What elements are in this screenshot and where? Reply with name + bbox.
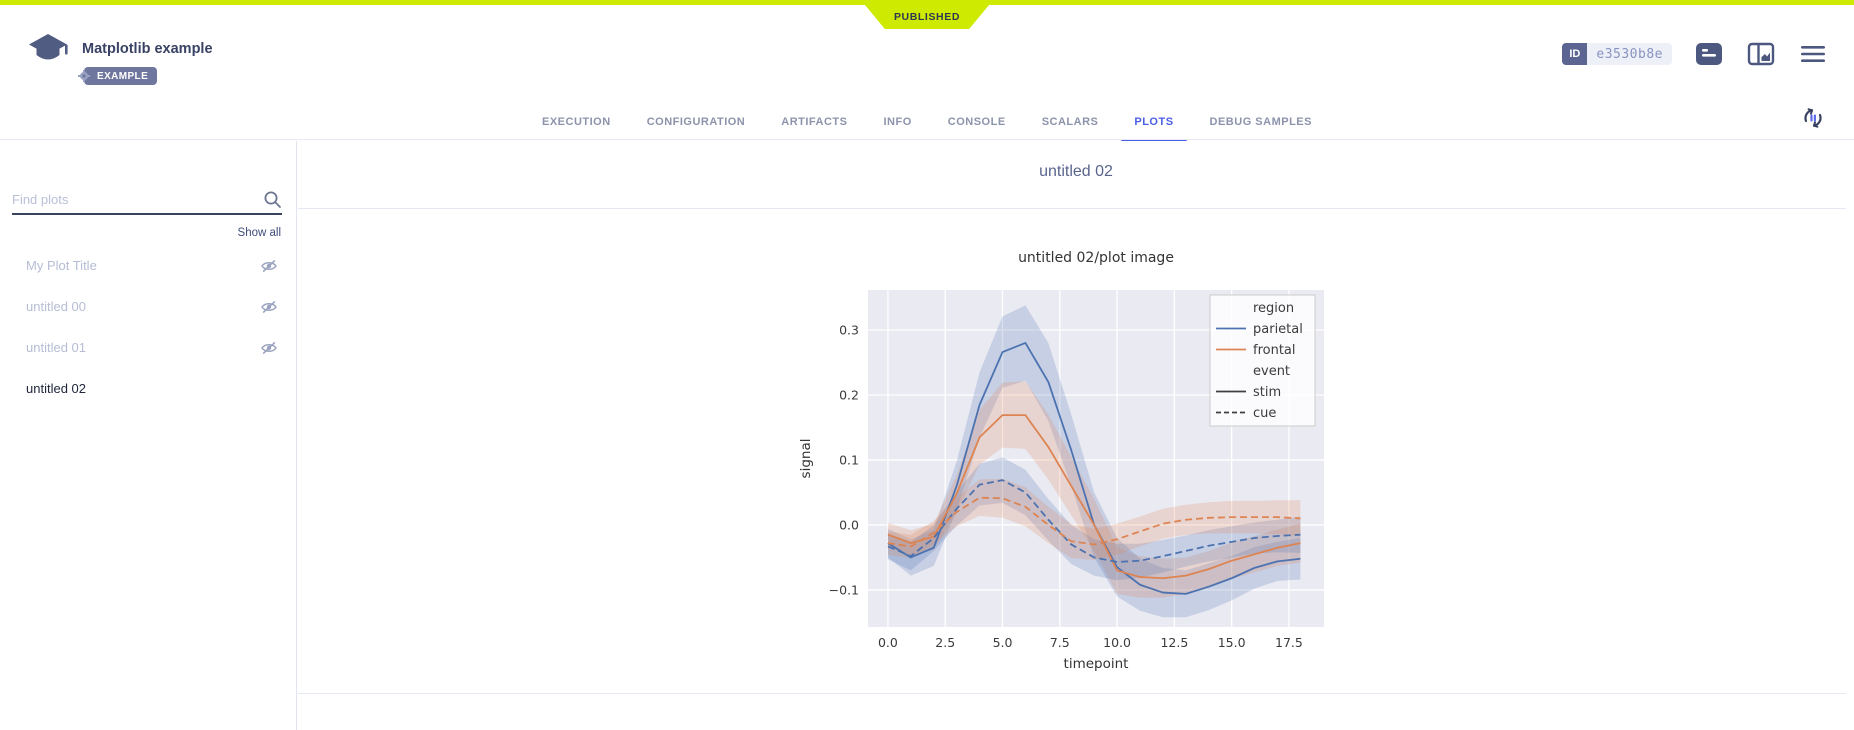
plot-item-label: untitled 02 — [26, 381, 86, 396]
svg-text:−0.1: −0.1 — [829, 582, 859, 597]
svg-text:cue: cue — [1253, 406, 1276, 421]
show-all-link[interactable]: Show all — [237, 227, 281, 239]
svg-text:region: region — [1253, 301, 1294, 316]
plot-legend: region parietal frontal event stim cue — [1209, 294, 1316, 427]
confidence-bands — [887, 305, 1301, 618]
axis-ticks: 0.0 2.5 5.0 7.5 10.0 12.5 15.0 17.5 0.3 0.2 0.1 0.0… — [829, 322, 1303, 650]
tab-artifacts[interactable]: ARTIFACTS — [781, 115, 848, 128]
svg-text:signal: signal — [798, 439, 814, 479]
svg-text:0.0: 0.0 — [839, 517, 859, 532]
svg-text:15.0: 15.0 — [1218, 635, 1246, 650]
tab-scalars[interactable]: SCALARS — [1041, 115, 1099, 128]
svg-text:7.5: 7.5 — [1050, 635, 1070, 650]
svg-text:10.0: 10.0 — [1103, 635, 1131, 650]
plots-sidebar: Show all My Plot Title untitled 00 — [0, 141, 297, 730]
status-strip — [0, 0, 1854, 5]
plot-search — [12, 185, 282, 215]
divider — [298, 693, 1846, 694]
eye-slash-icon — [261, 259, 277, 272]
svg-text:stim: stim — [1253, 385, 1281, 400]
id-tag: ID — [1562, 43, 1588, 65]
tab-console[interactable]: CONSOLE — [947, 115, 1006, 128]
tab-bar: EXECUTION CONFIGURATION ARTIFACTS INFO C… — [0, 97, 1854, 145]
auto-refresh-button[interactable] — [1798, 103, 1828, 133]
svg-text:0.3: 0.3 — [839, 322, 859, 337]
axis-labels: timepoint signal untitled 02/plot image — [798, 250, 1174, 672]
svg-text:timepoint: timepoint — [1064, 656, 1129, 672]
plot-image[interactable]: 0.0 2.5 5.0 7.5 10.0 12.5 15.0 17.5 0.3 0.2 0.1 0.0… — [780, 236, 1360, 686]
tab-plots[interactable]: PLOTS — [1121, 101, 1187, 142]
data-lines — [887, 342, 1301, 595]
plot-list-item[interactable]: untitled 01 — [0, 327, 296, 368]
svg-text:frontal: frontal — [1253, 343, 1296, 358]
comments-button[interactable] — [1694, 41, 1724, 67]
svg-text:0.0: 0.0 — [878, 635, 898, 650]
plot-item-label: My Plot Title — [26, 258, 97, 273]
tab-debug-samples[interactable]: DEBUG SAMPLES — [1209, 115, 1312, 128]
svg-text:2.5: 2.5 — [935, 635, 955, 650]
plot-item-label: untitled 01 — [26, 340, 86, 355]
plot-list-item[interactable]: My Plot Title — [0, 245, 296, 286]
plot-card: 0.0 2.5 5.0 7.5 10.0 12.5 15.0 17.5 0.3 0.2 0.1 0.0… — [780, 236, 1360, 686]
status-badge: PUBLISHED — [865, 5, 989, 29]
gear-icon — [78, 70, 90, 82]
comments-icon — [1696, 43, 1722, 65]
svg-text:17.5: 17.5 — [1275, 635, 1303, 650]
svg-text:event: event — [1253, 364, 1290, 379]
plot-item-label: untitled 00 — [26, 299, 86, 314]
svg-text:12.5: 12.5 — [1160, 635, 1188, 650]
plot-group-title: untitled 02 — [1039, 163, 1113, 180]
plot-list-item-selected[interactable]: untitled 02 — [0, 368, 296, 409]
experiment-title: Matplotlib example — [82, 41, 213, 57]
svg-text:0.2: 0.2 — [839, 387, 859, 402]
svg-text:5.0: 5.0 — [993, 635, 1013, 650]
id-value: e3530b8e — [1587, 43, 1672, 65]
hidden-toggle-button[interactable] — [258, 257, 280, 275]
split-view-icon — [1747, 42, 1775, 66]
svg-text:0.1: 0.1 — [839, 452, 859, 467]
app-logo-icon — [29, 34, 68, 60]
hamburger-menu-icon — [1801, 46, 1825, 62]
menu-button[interactable] — [1798, 41, 1828, 67]
plot-list: My Plot Title untitled 00 untitled 01 — [0, 245, 296, 409]
status-badge-label: PUBLISHED — [893, 11, 961, 23]
svg-text:parietal: parietal — [1253, 322, 1303, 337]
experiment-id-chip[interactable]: ID e3530b8e — [1562, 43, 1672, 65]
tab-configuration[interactable]: CONFIGURATION — [646, 115, 746, 128]
details-panel-button[interactable] — [1746, 41, 1776, 67]
search-icon — [264, 191, 281, 208]
plot-list-item[interactable]: untitled 00 — [0, 286, 296, 327]
divider — [298, 208, 1846, 209]
experiment-type-label: EXAMPLE — [97, 70, 149, 82]
hidden-toggle-button[interactable] — [258, 339, 280, 357]
eye-slash-icon — [261, 341, 277, 354]
experiment-type-badge: EXAMPLE — [78, 67, 158, 85]
search-input[interactable] — [12, 191, 263, 207]
refresh-pause-icon — [1804, 108, 1822, 128]
plots-panel: untitled 02 0.0 2.5 5.0 7.5 10.0 12.5 15.0 17.5… — [298, 141, 1854, 730]
eye-slash-icon — [261, 300, 277, 313]
plot-title: untitled 02/plot image — [1018, 250, 1174, 266]
hidden-toggle-button[interactable] — [258, 298, 280, 316]
header-actions: ID e3530b8e — [1562, 41, 1828, 67]
tab-info[interactable]: INFO — [883, 115, 912, 128]
tab-execution[interactable]: EXECUTION — [542, 115, 611, 128]
